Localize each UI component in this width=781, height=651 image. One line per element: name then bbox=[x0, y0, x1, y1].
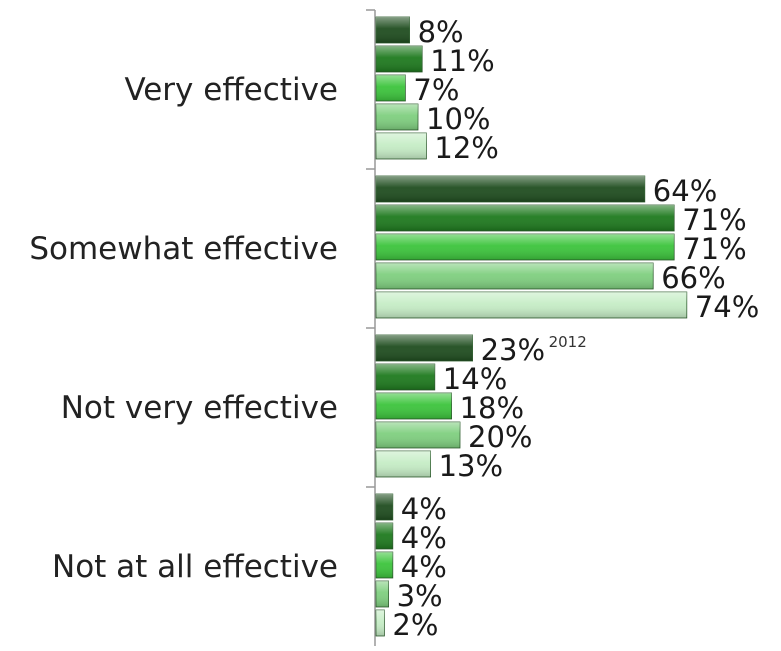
bar-shine bbox=[376, 17, 410, 43]
bar-shine bbox=[376, 176, 645, 202]
bar-shine bbox=[376, 364, 435, 390]
data-label: 3% bbox=[397, 579, 443, 613]
bar-group bbox=[375, 609, 385, 637]
bar-shine bbox=[376, 234, 675, 260]
bar-group bbox=[375, 45, 423, 73]
axis-layer bbox=[366, 9, 376, 646]
bar-shine bbox=[376, 75, 406, 101]
data-label: 71% bbox=[682, 203, 746, 237]
bar-group bbox=[375, 291, 688, 319]
data-label: 4% bbox=[401, 492, 447, 526]
bar-group bbox=[375, 233, 675, 261]
bar-shine bbox=[376, 205, 675, 231]
data-label: 18% bbox=[460, 391, 524, 425]
bar-shine bbox=[376, 104, 418, 130]
bar-shine bbox=[376, 393, 452, 419]
bar-shine bbox=[376, 422, 460, 448]
bar-shine bbox=[376, 451, 431, 477]
category-label: Very effective bbox=[124, 72, 338, 108]
series-name-label: 2012 bbox=[549, 333, 587, 351]
bar-group bbox=[375, 450, 431, 478]
bar-group bbox=[375, 334, 473, 362]
category-label: Not at all effective bbox=[52, 549, 338, 585]
bar-shine bbox=[376, 335, 473, 361]
bar-shine bbox=[376, 263, 654, 289]
bar-shine bbox=[376, 494, 393, 520]
bar-group bbox=[375, 132, 427, 160]
data-label: 7% bbox=[413, 73, 459, 107]
labels-layer: Very effective 8%11%7%10%12% Somewhat effe… bbox=[29, 15, 759, 642]
bars-layer bbox=[375, 16, 688, 637]
bar-shine bbox=[376, 581, 389, 607]
data-label: 11% bbox=[430, 44, 494, 78]
bar-shine bbox=[376, 133, 427, 159]
data-label: 64% bbox=[653, 174, 717, 208]
data-label: 14% bbox=[443, 362, 507, 396]
category-label: Somewhat effective bbox=[29, 231, 338, 267]
bar-group bbox=[375, 204, 675, 232]
data-label: 2% bbox=[392, 608, 438, 642]
data-label: 12% bbox=[434, 131, 498, 165]
data-label: 23% bbox=[481, 333, 545, 367]
bar-shine bbox=[376, 552, 393, 578]
data-label: 13% bbox=[439, 449, 503, 483]
data-label: 20% bbox=[468, 420, 532, 454]
bar-group bbox=[375, 493, 394, 521]
data-label: 66% bbox=[661, 261, 725, 295]
bar-shine bbox=[376, 46, 423, 72]
bar-group bbox=[375, 103, 419, 131]
bar-group bbox=[375, 262, 654, 290]
category-label: Not very effective bbox=[61, 390, 338, 426]
bar-group bbox=[375, 392, 452, 420]
bar-shine bbox=[376, 292, 687, 318]
data-label: 71% bbox=[682, 232, 746, 266]
data-label: 74% bbox=[695, 290, 759, 324]
data-label: 4% bbox=[401, 521, 447, 555]
bar-group bbox=[375, 175, 646, 203]
bar-group bbox=[375, 551, 394, 579]
data-label: 8% bbox=[418, 15, 464, 49]
bar-group bbox=[375, 580, 390, 608]
bar-shine bbox=[376, 610, 385, 636]
data-label: 10% bbox=[426, 102, 490, 136]
data-label: 4% bbox=[401, 550, 447, 584]
bar-group bbox=[375, 363, 436, 391]
bar-group bbox=[375, 421, 461, 449]
bar-group bbox=[375, 522, 394, 550]
bar-shine bbox=[376, 523, 393, 549]
bar-group bbox=[375, 74, 406, 102]
bar-group bbox=[375, 16, 410, 44]
